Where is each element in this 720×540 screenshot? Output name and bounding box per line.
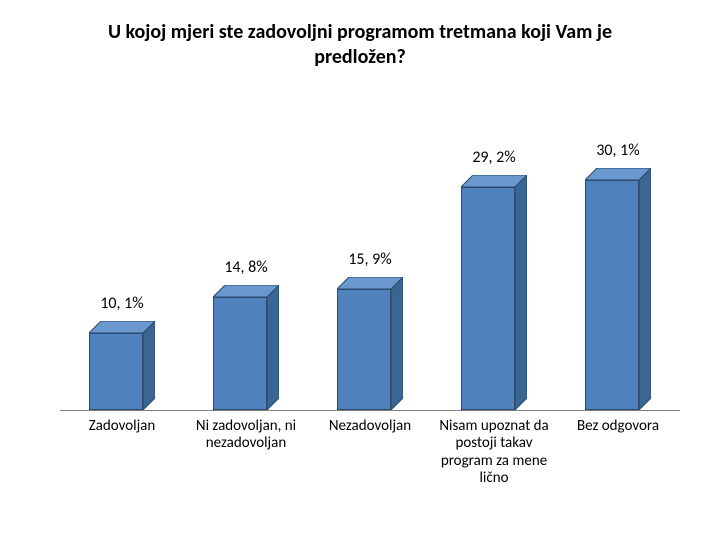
value-label: 14, 8% — [184, 258, 308, 277]
value-label: 30, 1% — [556, 141, 680, 160]
chart-title: U kojoj mjeri ste zadovoljni programom t… — [60, 20, 660, 70]
bar — [337, 277, 403, 410]
category-label: Nisam upoznat da postoji takav program z… — [432, 418, 556, 487]
bar-chart: 10, 1%14, 8%15, 9% 29, 2%30, 1% Zadovolja… — [60, 140, 680, 480]
bar-slot: 14, 8% — [184, 140, 308, 410]
bar-slot: 15, 9% — [308, 140, 432, 410]
value-label: 29, 2% — [432, 148, 556, 167]
value-label: 15, 9% — [308, 250, 432, 269]
bar-slot: 10, 1% — [60, 140, 184, 410]
bar — [461, 175, 527, 410]
bar — [213, 285, 279, 410]
bar-slot: 29, 2% — [432, 140, 556, 410]
bar — [89, 321, 155, 410]
bar-slot: 30, 1% — [556, 140, 680, 410]
category-label: Nezadovoljan — [308, 418, 432, 435]
category-label: Zadovoljan — [60, 418, 184, 435]
category-label: Bez odgovora — [556, 418, 680, 435]
plot-area: 10, 1%14, 8%15, 9% 29, 2%30, 1% — [60, 140, 680, 410]
slide: U kojoj mjeri ste zadovoljni programom t… — [0, 0, 720, 540]
x-axis-line — [60, 410, 680, 411]
bar — [585, 168, 651, 410]
category-label: Ni zadovoljan, ni nezadovoljan — [184, 418, 308, 453]
value-label: 10, 1% — [60, 294, 184, 313]
